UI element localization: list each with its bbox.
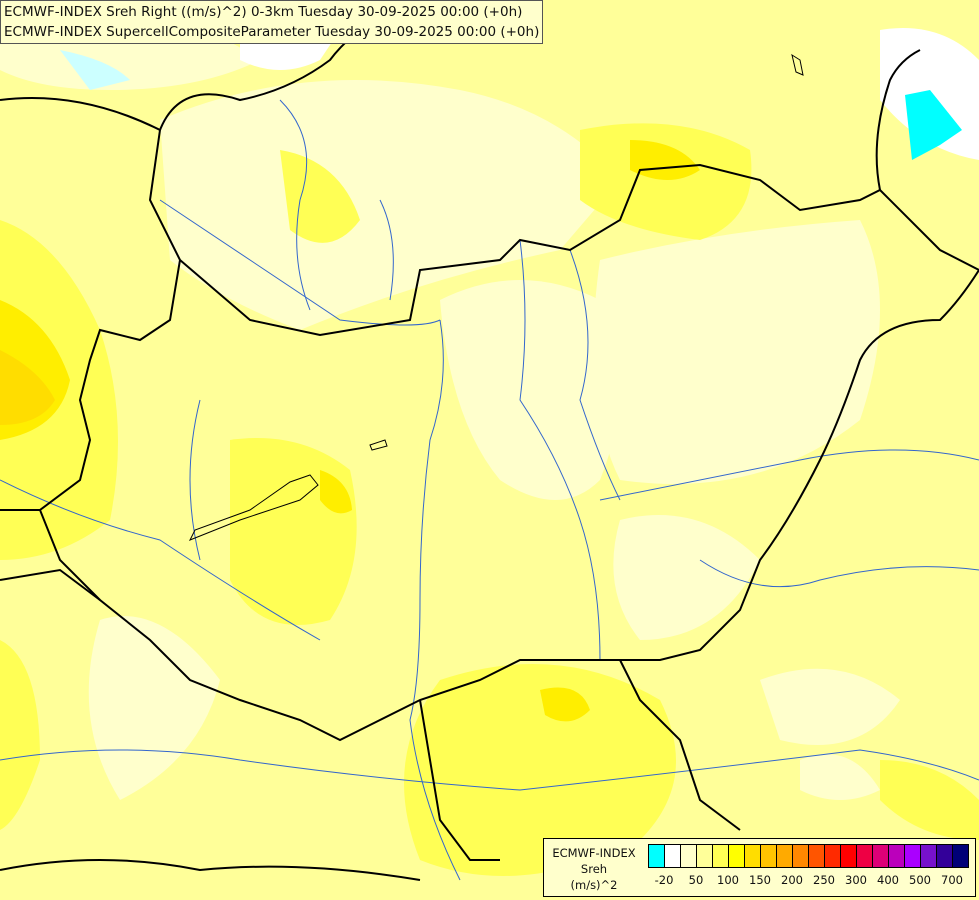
legend-title: ECMWF-INDEX Sreh (m/s)^2 (544, 845, 644, 893)
legend-tick-label: 100 (717, 873, 739, 887)
country-borders (0, 0, 979, 881)
map-title-box: ECMWF-INDEX Sreh Right ((m/s)^2) 0-3km T… (0, 0, 544, 44)
legend-swatch (665, 845, 681, 867)
legend-swatch (649, 845, 665, 867)
legend-variable: Sreh (580, 862, 608, 876)
legend-tick-label: 250 (813, 873, 835, 887)
legend-swatch (857, 845, 873, 867)
legend-model: ECMWF-INDEX (552, 846, 636, 860)
legend-swatches (648, 844, 969, 868)
legend-swatch (729, 845, 745, 867)
legend-tick-label: 700 (941, 873, 963, 887)
legend-swatch (953, 845, 968, 867)
legend-ticks: -20 50 100 150 200 250 300 400 500 700 (648, 873, 970, 889)
legend-swatch (841, 845, 857, 867)
legend-swatch (905, 845, 921, 867)
legend-swatch (697, 845, 713, 867)
legend-tick-label: 50 (688, 873, 704, 887)
legend-tick-label: -20 (654, 873, 674, 887)
moderate-regions (0, 123, 979, 876)
legend-swatch (825, 845, 841, 867)
legend-swatch (873, 845, 889, 867)
legend-swatch (889, 845, 905, 867)
legend-swatch (745, 845, 761, 867)
pale-regions (0, 0, 900, 800)
legend-swatch (713, 845, 729, 867)
legend-swatch (937, 845, 953, 867)
legend-unit: (m/s)^2 (570, 878, 618, 892)
map-title-scp: ECMWF-INDEX SupercellCompositeParameter … (4, 24, 540, 40)
legend-swatch (793, 845, 809, 867)
legend-tick-label: 150 (749, 873, 771, 887)
legend-swatch (681, 845, 697, 867)
legend-tick-label: 200 (781, 873, 803, 887)
lakes (188, 53, 804, 541)
legend-swatch (809, 845, 825, 867)
legend-swatch (761, 845, 777, 867)
strong-regions (0, 140, 700, 722)
legend-tick-label: 300 (845, 873, 867, 887)
legend-swatch (777, 845, 793, 867)
color-legend: ECMWF-INDEX Sreh (m/s)^2 -20 50 100 150 200 2… (543, 838, 976, 897)
map-title-sreh: ECMWF-INDEX Sreh Right ((m/s)^2) 0-3km T… (4, 4, 523, 20)
legend-tick-label: 500 (909, 873, 931, 887)
legend-tick-label: 400 (877, 873, 899, 887)
rivers (0, 99, 979, 881)
legend-swatch (921, 845, 937, 867)
